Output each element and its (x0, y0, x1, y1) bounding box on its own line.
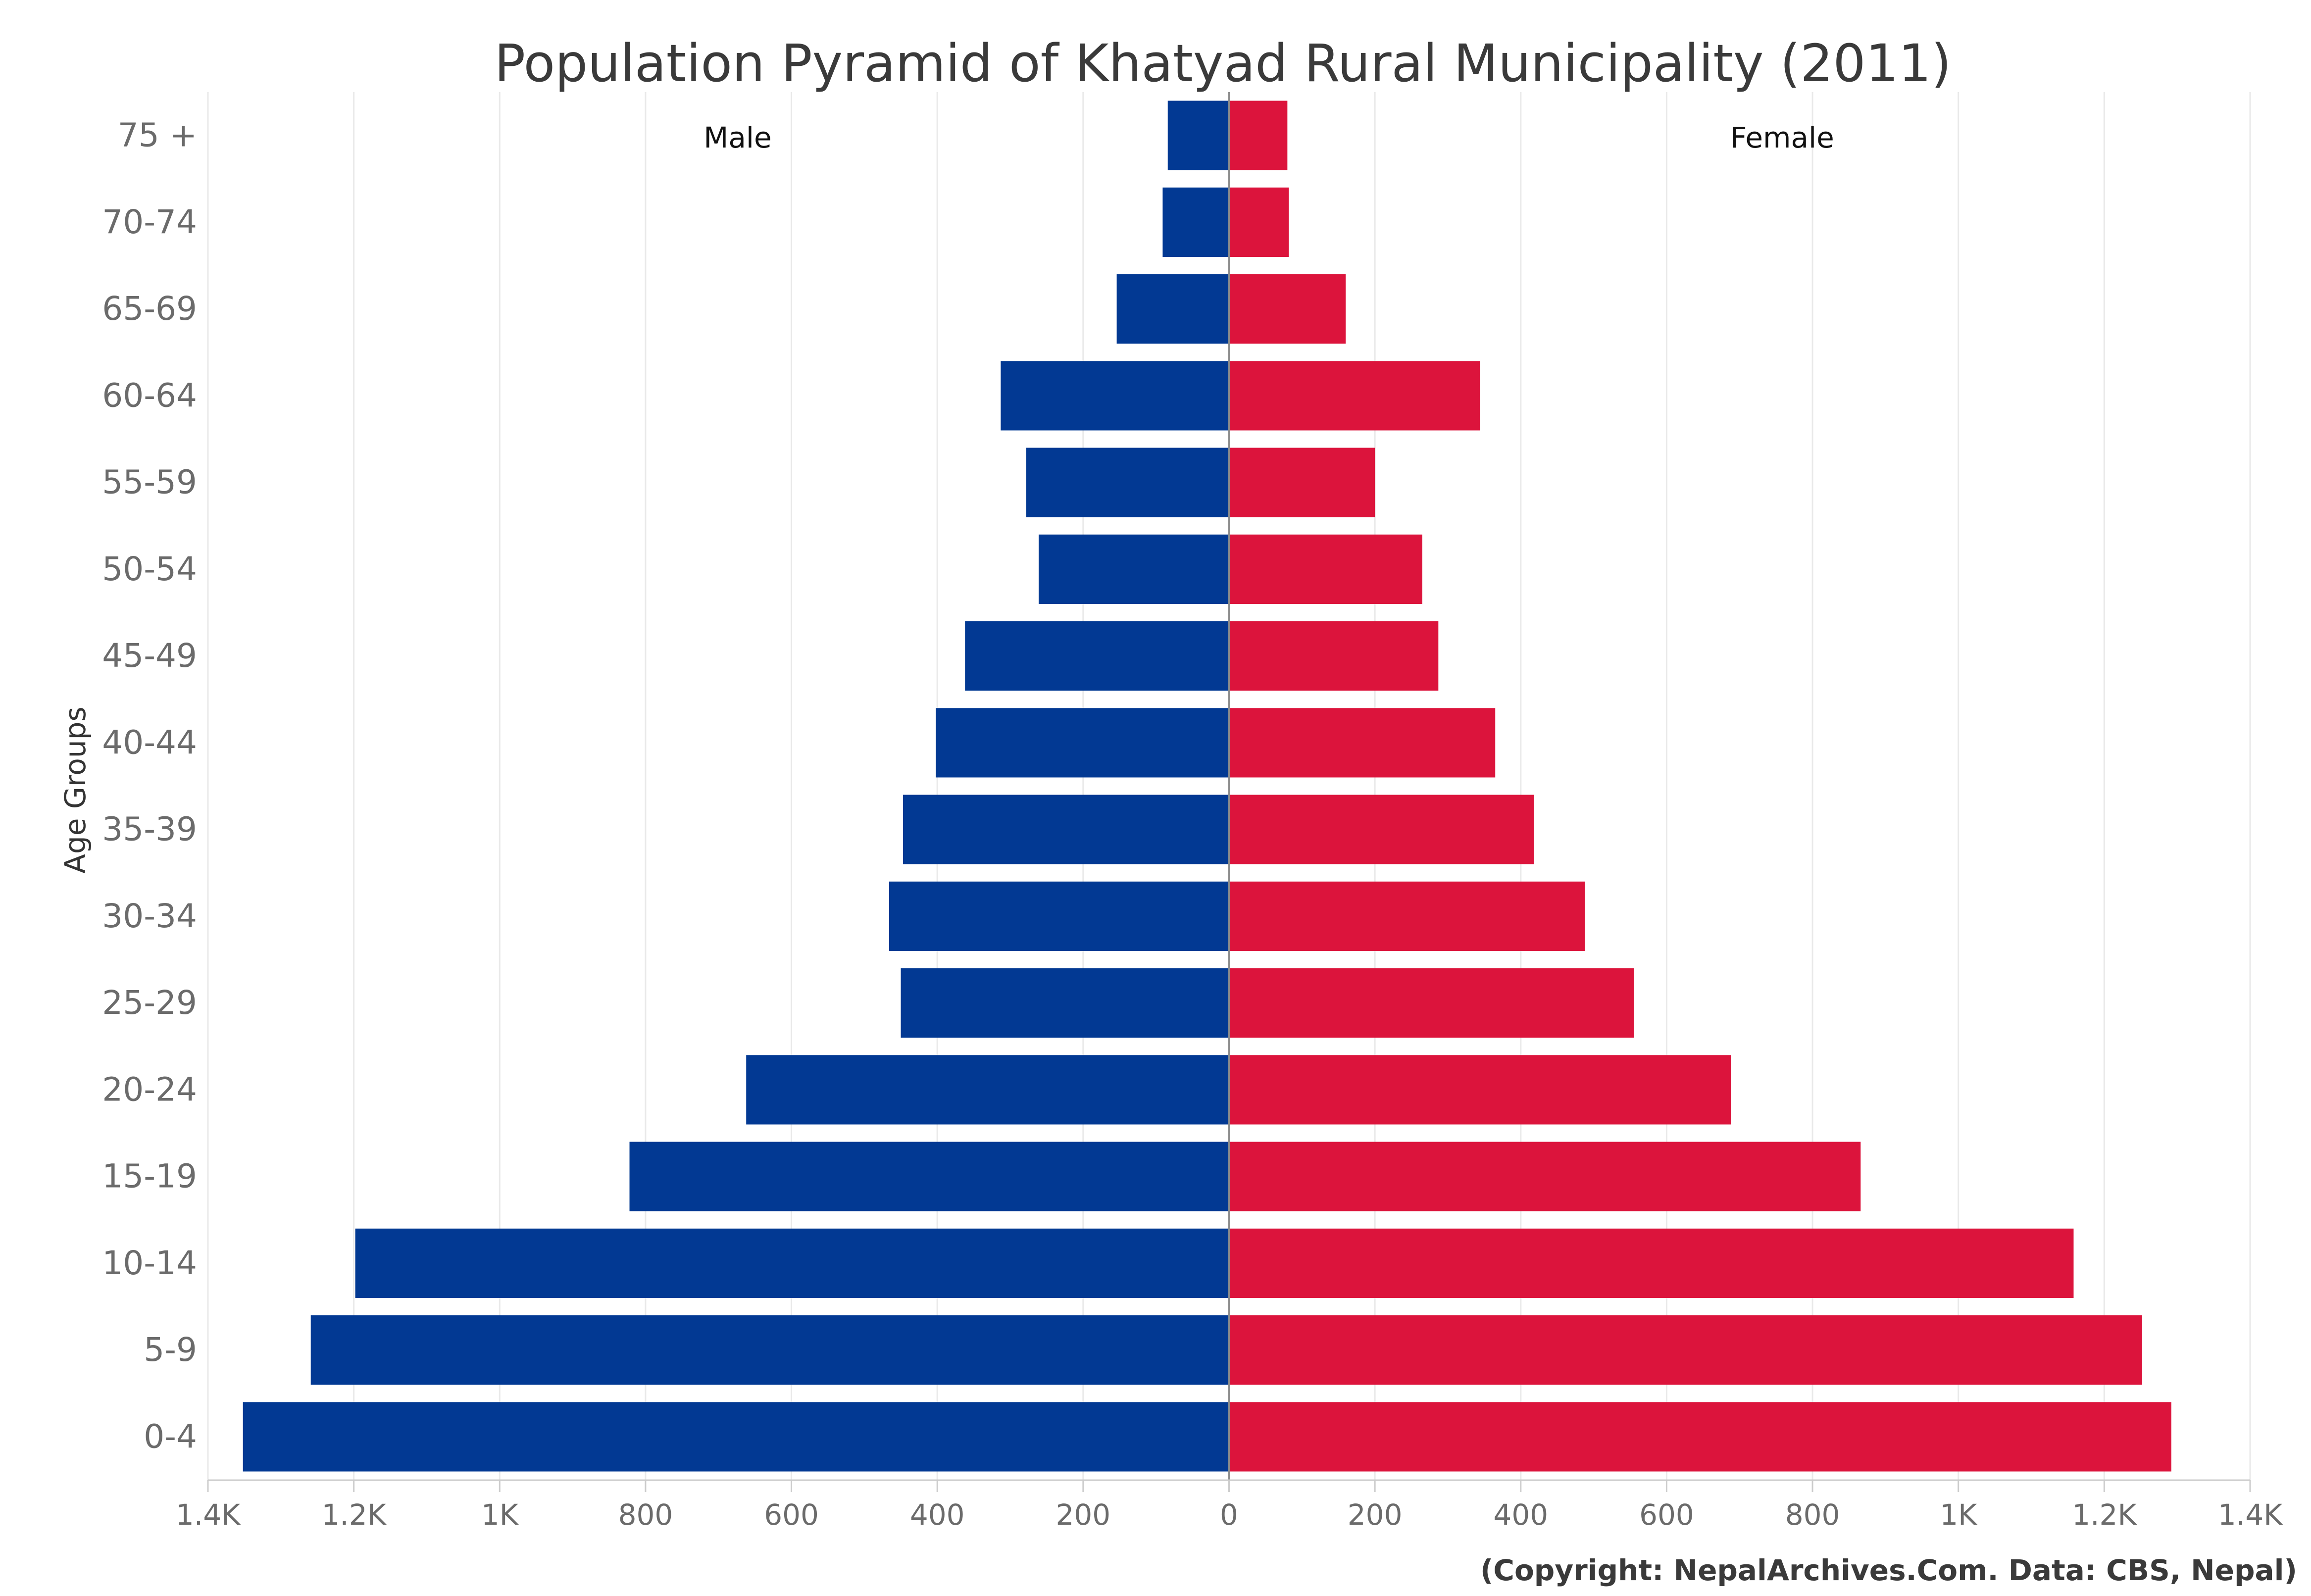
bar-male-6 (965, 621, 1229, 691)
x-tick-label-10: 600 (1639, 1498, 1694, 1532)
bar-female-1 (1229, 187, 1289, 257)
y-tick-label-9: 30-34 (102, 897, 197, 935)
x-tick-label-9: 400 (1493, 1498, 1548, 1532)
bar-male-10 (901, 968, 1229, 1038)
bar-female-7 (1229, 708, 1496, 778)
y-axis-title: Age Groups (58, 706, 92, 873)
bar-male-15 (243, 1402, 1229, 1472)
bar-female-4 (1229, 448, 1375, 517)
bar-female-9 (1229, 881, 1585, 951)
bars (243, 100, 2171, 1472)
bar-male-5 (1038, 534, 1229, 604)
bar-male-8 (903, 795, 1229, 864)
axes: 1.4K 1.2K 1K 800 600 400 200 0 200 400 600 800 1K 1.2… (102, 92, 2283, 1532)
x-tick-label-11: 800 (1785, 1498, 1840, 1532)
x-tick-label-1: 1.2K (322, 1498, 387, 1532)
y-tick-label-4: 55-59 (102, 463, 197, 501)
x-tick-label-2: 1K (481, 1498, 519, 1532)
x-tick-label-0: 1.4K (176, 1498, 241, 1532)
bar-female-0 (1229, 100, 1288, 170)
y-tick-label-1: 70-74 (102, 203, 197, 241)
x-tick-label-6: 200 (1055, 1498, 1110, 1532)
y-tick-label-13: 10-14 (102, 1244, 197, 1282)
bar-female-14 (1229, 1315, 2142, 1385)
y-tick-label-14: 5-9 (144, 1331, 197, 1369)
x-tick-label-13: 1.2K (2072, 1498, 2137, 1532)
bar-male-13 (355, 1228, 1229, 1298)
bar-male-7 (936, 708, 1229, 778)
bar-female-11 (1229, 1055, 1731, 1125)
legend-label-male: Male (703, 121, 771, 154)
bar-female-8 (1229, 795, 1534, 864)
x-tick-label-3: 800 (618, 1498, 673, 1532)
y-tick-label-10: 25-29 (102, 984, 197, 1022)
bar-male-1 (1162, 187, 1229, 257)
x-tick-label-12: 1K (1940, 1498, 1978, 1532)
chart-title: Population Pyramid of Khatyad Rural Muni… (495, 33, 1952, 94)
y-tick-label-15: 0-4 (144, 1417, 197, 1455)
y-tick-label-7: 40-44 (102, 723, 197, 761)
y-tick-label-5: 50-54 (102, 550, 197, 588)
x-tick-label-7: 0 (1220, 1498, 1238, 1532)
bar-female-13 (1229, 1228, 2074, 1298)
y-tick-label-12: 15-19 (102, 1157, 197, 1196)
bar-male-12 (629, 1142, 1229, 1211)
y-tick-label-0: 75 + (118, 116, 197, 154)
x-tick-label-5: 400 (910, 1498, 965, 1532)
bar-male-0 (1167, 100, 1229, 170)
y-tick-label-11: 20-24 (102, 1070, 197, 1108)
x-tick-label-4: 600 (764, 1498, 819, 1532)
bar-female-6 (1229, 621, 1439, 691)
bar-female-5 (1229, 534, 1422, 604)
y-tick-label-6: 45-49 (102, 637, 197, 675)
bar-male-2 (1116, 274, 1229, 344)
y-tick-label-8: 35-39 (102, 810, 197, 848)
bar-male-3 (1001, 361, 1229, 431)
x-tick-label-8: 200 (1348, 1498, 1403, 1532)
legend-label-female: Female (1730, 121, 1834, 154)
bar-female-12 (1229, 1142, 1861, 1211)
credit-text: (Copyright: NepalArchives.Com. Data: CBS… (1480, 1553, 2297, 1587)
bar-female-2 (1229, 274, 1346, 344)
bar-male-11 (746, 1055, 1229, 1125)
bar-female-3 (1229, 361, 1480, 431)
bar-female-15 (1229, 1402, 2171, 1472)
bar-male-9 (889, 881, 1229, 951)
bar-male-4 (1026, 448, 1229, 517)
x-tick-label-14: 1.4K (2218, 1498, 2283, 1532)
y-tick-label-2: 65-69 (102, 290, 197, 328)
bar-female-10 (1229, 968, 1634, 1038)
y-tick-label-3: 60-64 (102, 376, 197, 414)
bar-male-14 (310, 1315, 1229, 1385)
